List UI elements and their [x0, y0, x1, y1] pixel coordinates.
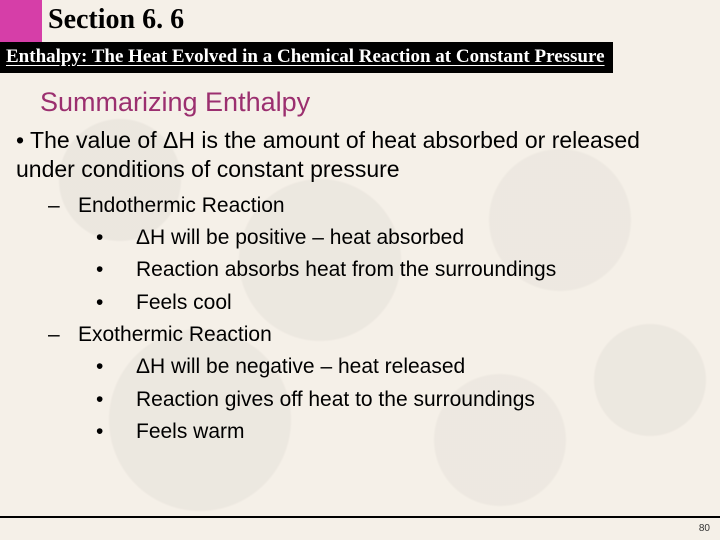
bullet-marker: •	[96, 418, 136, 446]
exo-label: Exothermic Reaction	[78, 321, 272, 349]
exo-bullet-2: • Reaction gives off heat to the surroun…	[96, 386, 720, 414]
accent-block	[0, 0, 42, 42]
slide-heading: Summarizing Enthalpy	[40, 87, 720, 118]
bullet-marker: •	[96, 386, 136, 414]
endo-bullet-1: • ΔH will be positive – heat absorbed	[96, 224, 720, 252]
bullet-marker: •	[96, 289, 136, 317]
sub-list: – Endothermic Reaction • ΔH will be posi…	[44, 192, 720, 447]
exo-b3-text: Feels warm	[136, 418, 245, 446]
endo-b1-text: ΔH will be positive – heat absorbed	[136, 224, 464, 252]
endo-heading: – Endothermic Reaction	[44, 192, 720, 220]
endo-bullet-3: • Feels cool	[96, 289, 720, 317]
section-title: Section 6. 6	[42, 0, 184, 42]
main-point-prefix: • The value of	[16, 127, 163, 153]
endo-label: Endothermic Reaction	[78, 192, 285, 220]
main-point: • The value of ΔH is the amount of heat …	[16, 126, 704, 184]
header-row: Section 6. 6	[0, 0, 720, 42]
endo-b3-text: Feels cool	[136, 289, 232, 317]
exo-b1-text: ΔH will be negative – heat released	[136, 353, 465, 381]
endo-bullet-2: • Reaction absorbs heat from the surroun…	[96, 256, 720, 284]
delta-symbol: Δ	[163, 127, 178, 153]
exo-bullet-1: • ΔH will be negative – heat released	[96, 353, 720, 381]
exo-bullet-3: • Feels warm	[96, 418, 720, 446]
bullet-marker: •	[96, 353, 136, 381]
exo-b2-text: Reaction gives off heat to the surroundi…	[136, 386, 535, 414]
dash-marker: –	[44, 321, 78, 349]
subtitle-bar: Enthalpy: The Heat Evolved in a Chemical…	[0, 42, 613, 73]
dash-marker: –	[44, 192, 78, 220]
bullet-marker: •	[96, 256, 136, 284]
bullet-marker: •	[96, 224, 136, 252]
exo-heading: – Exothermic Reaction	[44, 321, 720, 349]
endo-b2-text: Reaction absorbs heat from the surroundi…	[136, 256, 556, 284]
footer-divider	[0, 516, 720, 518]
page-number: 80	[699, 523, 710, 534]
